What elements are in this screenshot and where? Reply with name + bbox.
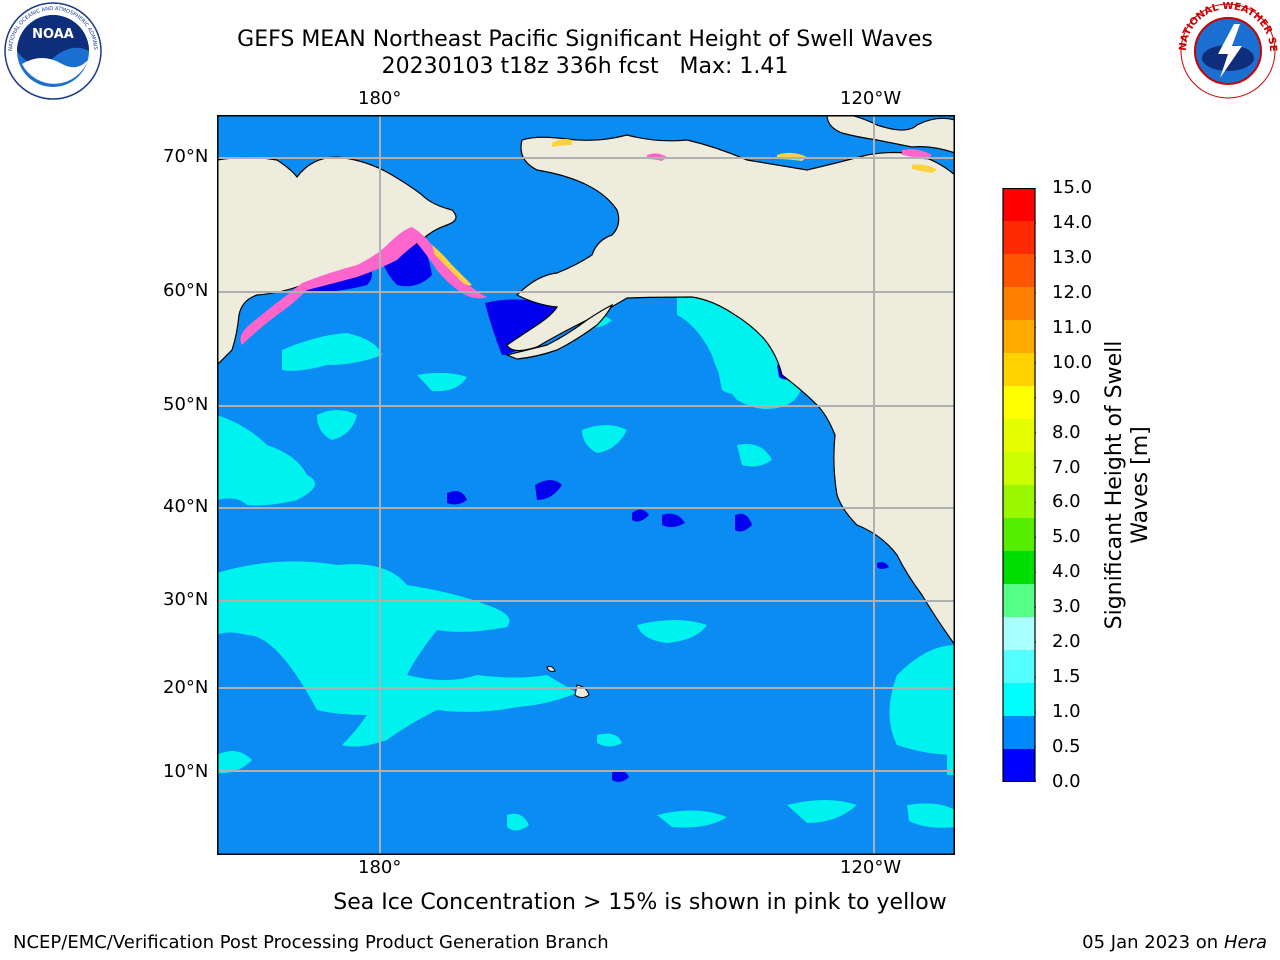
lon-label-top-180: 180°: [358, 88, 402, 109]
colorbar-tick-label: 11.0: [1052, 316, 1093, 338]
lon-label-top-120w: 120°W: [840, 88, 902, 109]
lon-label-bottom-180: 180°: [358, 857, 402, 878]
colorbar-segment: [1003, 287, 1035, 321]
colorbar-tick-label: 2.0: [1052, 631, 1081, 653]
colorbar-tick-label: 13.0: [1052, 246, 1093, 268]
lat-label-60n: 60°N: [163, 280, 209, 301]
colorbar-segment: [1003, 254, 1035, 288]
colorbar-tick-label: 12.0: [1052, 281, 1093, 303]
colorbar-segment: [1003, 749, 1035, 782]
colorbar-segment: [1003, 551, 1035, 585]
colorbar-segment: [1003, 221, 1035, 255]
colorbar-tick-label: 4.0: [1052, 561, 1081, 583]
swell-height-map: [217, 115, 955, 855]
chart-title: GEFS MEAN Northeast Pacific Significant …: [237, 27, 933, 52]
colorbar-frame: [1002, 188, 1036, 782]
colorbar-tick-label: 6.0: [1052, 491, 1081, 513]
lon-label-bottom-120w: 120°W: [840, 857, 902, 878]
colorbar-segment: [1003, 584, 1035, 618]
colorbar-tick-label: 0.0: [1052, 771, 1081, 792]
colorbar-segment: [1003, 518, 1035, 552]
land-siberia: [217, 156, 457, 366]
lat-label-20n: 20°N: [163, 677, 209, 698]
sea-ice-note: Sea Ice Concentration > 15% is shown in …: [333, 890, 947, 915]
colorbar-tick-label: 1.5: [1052, 666, 1081, 688]
footer-host: Hera: [1223, 932, 1267, 953]
colorbar-segment: [1003, 617, 1035, 651]
map-gridlines: [217, 115, 954, 854]
nws-logo-icon: NATIONAL WEATHER SERVICE: [1178, 2, 1278, 99]
footer-credit: NCEP/EMC/Verification Post Processing Pr…: [13, 932, 609, 953]
map-frame: [217, 115, 955, 855]
colorbar-tick-label: 9.0: [1052, 386, 1081, 408]
lat-label-40n: 40°N: [163, 496, 209, 517]
colorbar-tick-label: 3.0: [1052, 596, 1081, 618]
lat-label-50n: 50°N: [163, 394, 209, 415]
colorbar-segment: [1003, 188, 1035, 222]
colorbar-segment: [1003, 683, 1035, 717]
colorbar-tick-label: 15.0: [1052, 177, 1093, 198]
colorbar-tick-label: 7.0: [1052, 456, 1081, 478]
swell-1-1.5m-regions: [217, 285, 954, 831]
colorbar-tick-label: 8.0: [1052, 421, 1081, 443]
colorbar-segment: [1003, 485, 1035, 519]
colorbar-tick-label: 14.0: [1052, 211, 1093, 233]
noaa-logo-icon: NOAA NATIONAL OCEANIC AND ATMOSPHERIC AD…: [2, 2, 102, 100]
colorbar-axis-label: Significant Height of Swell Waves [m]: [1102, 341, 1154, 630]
footer-date-text: 05 Jan 2023 on: [1082, 932, 1224, 953]
colorbar-segment: [1003, 386, 1035, 420]
chart-subtitle: 20230103 t18z 336h fcst Max: 1.41: [381, 54, 789, 79]
colorbar-tick-label: 10.0: [1052, 351, 1093, 373]
colorbar-segment: [1003, 716, 1035, 750]
noaa-logo-text: NOAA: [32, 27, 74, 42]
colorbar-segment: [1003, 353, 1035, 387]
aleutian-islands: [505, 303, 614, 360]
land-arctic-islands: [826, 115, 954, 154]
colorbar-tick-label: 0.5: [1052, 736, 1081, 758]
colorbar-label-line2: Waves [m]: [1128, 426, 1153, 544]
lat-label-70n: 70°N: [163, 146, 209, 167]
lat-label-10n: 10°N: [163, 761, 209, 782]
footer-date: 05 Jan 2023 on Hera: [1082, 932, 1267, 953]
colorbar-tick-label: 1.0: [1052, 701, 1081, 723]
lat-label-30n: 30°N: [163, 589, 209, 610]
colorbar: [1002, 188, 1036, 782]
colorbar-segment: [1003, 452, 1035, 486]
colorbar-segment: [1003, 419, 1035, 453]
colorbar-segment: [1003, 650, 1035, 684]
colorbar-tick-label: 5.0: [1052, 526, 1081, 548]
colorbar-segment: [1003, 320, 1035, 354]
colorbar-label-line1: Significant Height of Swell: [1102, 340, 1127, 630]
